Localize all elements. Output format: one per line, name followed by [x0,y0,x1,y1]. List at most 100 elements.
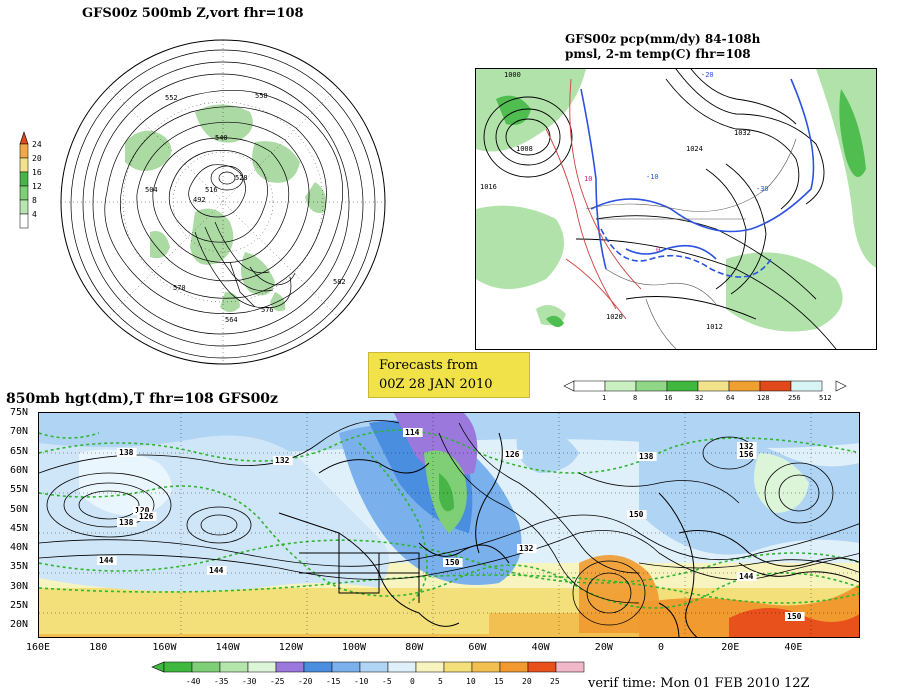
na-pressure-label: 1020 [606,313,623,321]
na-colorbar-tick: 16 [664,394,672,402]
na-pressure-label: 1032 [734,129,751,137]
main-colorbar-swatch [555,661,585,673]
na-colorbar-tick: 128 [757,394,770,402]
main-colorbar-tick: 25 [550,677,560,686]
lon-tick-label: 140W [215,642,240,653]
na-pressure-label: 1016 [480,183,497,191]
lon-tick-label: 20E [721,642,740,653]
height-contour-label: 132 [519,544,534,553]
main-colorbar-swatch [471,661,501,673]
main-colorbar-swatch [275,661,305,673]
height-contour-label: 138 [119,518,134,527]
polar-contour-label: 558 [255,92,268,100]
na-colorbar-tick: 256 [788,394,801,402]
height-label-bg [403,428,423,437]
height-label-bg [133,506,153,515]
main-colorbar-tick: -15 [326,677,341,686]
main-colorbar-tick: -40 [186,677,201,686]
lat-tick-label: 45N [10,522,29,534]
polar-colorbar-swatch [19,213,29,229]
lon-tick-label: 160E [26,642,51,653]
main-colorbar-swatch [415,661,445,673]
na-colorbar-swatch [604,380,637,392]
height-contour-label: 126 [505,450,520,459]
polar-colorbar-tick: 12 [32,182,42,191]
main-colorbar-tick: -35 [214,677,229,686]
temperature-contours [545,78,815,320]
temp-dashed-contours [39,429,859,609]
polar-colorbar: 24 20 16 12 8 4 [19,131,42,229]
main-colorbar-tick: -25 [270,677,285,686]
polar-contour-label: 528 [235,174,248,182]
height-label-bg [97,556,117,565]
height-contour-label: 138 [119,448,134,457]
na-colorbar-swatch [697,380,730,392]
lon-tick-label: 160W [152,642,177,653]
na-panel-title-line1: GFS00z pcp(mm/dy) 84-108h [565,32,761,46]
height-label-bg [737,572,757,581]
lon-tick-label: 100W [342,642,367,653]
height-label-bg [637,452,657,461]
main-colorbar-tick: 15 [494,677,504,686]
lat-tick-label: 25N [10,600,29,611]
na-temp-label: -30 [756,185,769,193]
main-colorbar-tick: -5 [382,677,392,686]
lat-tick-label: 75N [10,407,29,418]
main-colorbar-tick: 0 [410,677,415,686]
polar-contour-label: 582 [333,278,346,286]
na-pressure-label: 1008 [516,145,533,153]
height-label-bg [517,544,537,553]
main-colorbar-tick: -10 [354,677,369,686]
main-colorbar-swatch [331,661,361,673]
polar-grid [61,40,385,364]
polar-colorbar-tick: 20 [32,154,42,163]
na-colorbar-swatch [635,380,668,392]
grid-850 [39,413,859,637]
polar-contour-label: 540 [215,134,228,142]
main-colorbar: -40 -35 -30 -25 -20 -15 -10 -5 0 5 10 15 20 25 [151,661,585,686]
height-contour-label: 156 [739,450,754,459]
na-map: 1000 1008 1016 1024 1032 1012 1020 -20 -10 10 0 -30 [475,68,877,350]
polar-colorbar-swatch [19,185,29,201]
lat-tick-label: 55N [10,484,29,496]
height-label-bg [137,512,157,521]
lon-tick-label: 180 [89,642,108,653]
height-label-bg [737,442,757,451]
na-colorbar-swatch [666,380,699,392]
isobars [483,69,837,349]
polar-contour-label: 576 [261,306,274,314]
polar-colorbar-tick: 8 [32,196,37,205]
height-label-bg [117,448,137,457]
na-colorbar-swatch [759,380,792,392]
height-label-bg [785,612,805,621]
main-colorbar-tick: -20 [298,677,313,686]
polar-contour-label: 570 [173,284,186,292]
lon-tick-label: 40W [531,642,550,653]
height-contour-label: 126 [139,512,154,521]
height-label-bg [443,558,463,567]
na-colorbar-tick: 1 [602,394,606,402]
main-colorbar-tick: 10 [466,677,476,686]
lat-tick-label: 65N [10,445,29,457]
main-colorbar-swatch [219,661,249,673]
polar-colorbar-tick: 16 [32,168,42,177]
height-contour-label: 150 [629,510,644,519]
polar-colorbar-tick: 24 [32,140,42,149]
main-colorbar-tick: 5 [438,677,443,686]
temperature-shading [39,413,859,637]
na-temp-label: -20 [701,71,714,79]
lat-tick-label: 50N [10,503,29,515]
na-temp-label: -10 [646,173,659,181]
lon-tick-label: 0 [658,642,665,653]
main-colorbar-swatch [191,661,221,673]
main-panel-title: 850mb hgt(dm),T fhr=108 GFS00z [6,391,278,407]
height-contour-label: 132 [739,442,754,451]
lon-tick-label: 40E [784,642,803,653]
polar-colorbar-swatch [19,143,29,159]
lat-tick-label: 70N [10,426,29,438]
height-label-bg [273,456,293,465]
forecast-badge-line2: 00Z 28 JAN 2010 [379,377,493,392]
lon-tick-label: 20W [594,642,613,653]
height-label-bg [627,510,647,519]
lat-tick-label: 30N [10,580,29,592]
